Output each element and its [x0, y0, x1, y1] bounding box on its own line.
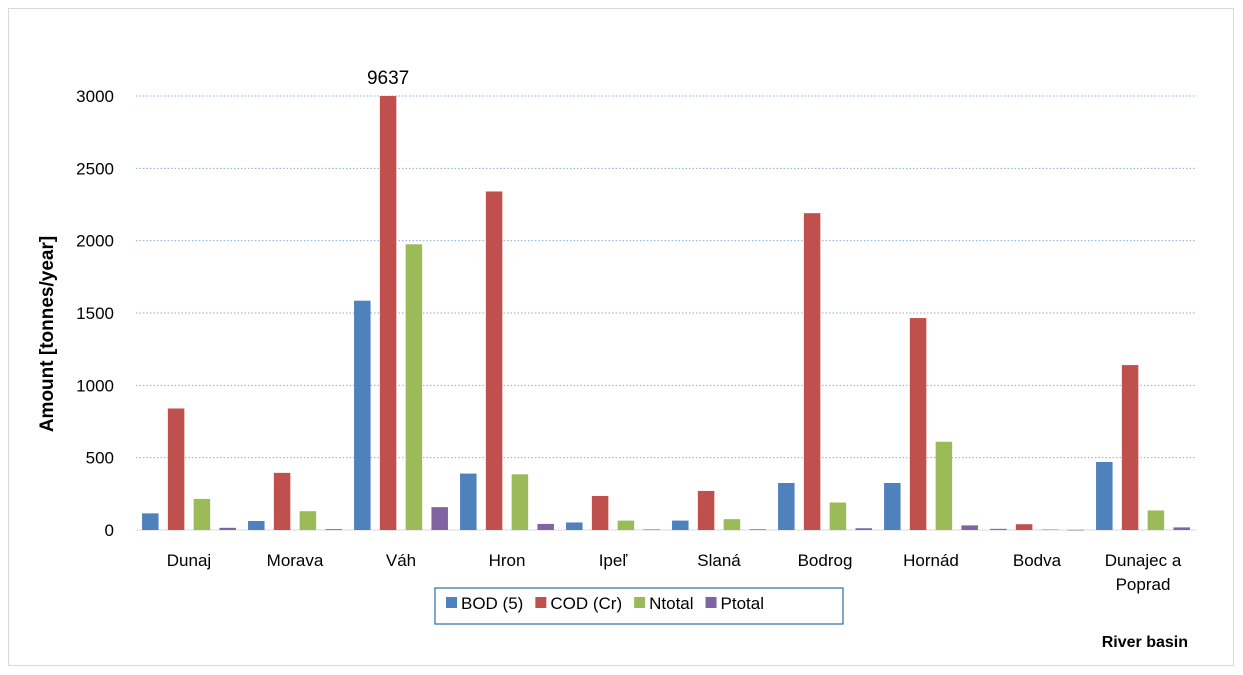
bar: [248, 521, 265, 530]
bar: [723, 519, 741, 530]
bar: [855, 528, 872, 530]
bar: [431, 507, 448, 530]
bar: [1096, 462, 1113, 530]
bar: [935, 441, 953, 530]
bar: [643, 529, 660, 531]
y-tick-label: 0: [105, 521, 114, 540]
y-tick-label: 3000: [76, 87, 114, 106]
bar: [909, 318, 927, 530]
x-tick-label: Váh: [386, 551, 416, 570]
bar: [884, 482, 901, 530]
bar: [460, 473, 477, 530]
y-tick-label: 2000: [76, 232, 114, 251]
legend: BOD (5) COD (Cr) Ntotal Ptotal: [434, 587, 844, 625]
bar: [961, 525, 978, 530]
legend-swatch: [634, 597, 646, 608]
x-tick-label: Bodrog: [798, 551, 853, 570]
bar: [591, 496, 609, 530]
bar: [1067, 529, 1084, 531]
bar: [299, 511, 317, 530]
data-label: 9637: [367, 68, 409, 89]
chart-frame: [8, 8, 1234, 666]
legend-label: Ntotal: [649, 594, 693, 613]
bar: [511, 474, 529, 530]
gridlines: [136, 95, 1196, 531]
bar: [778, 482, 795, 530]
bar: [167, 408, 185, 530]
bar: [1173, 527, 1190, 530]
x-tick-label: Dunaj: [167, 551, 211, 570]
x-tick-label: Morava: [267, 551, 324, 570]
bar: [1147, 510, 1165, 530]
legend-label: COD (Cr): [550, 594, 622, 613]
x-tick-label: Poprad: [1116, 575, 1171, 594]
bar: [142, 513, 159, 530]
bar: [1121, 365, 1139, 530]
y-axis-label: Amount [tonnes/year]: [37, 236, 58, 432]
x-axis-categories: Dunaj Morava Váh Hron Ipeľ Slaná Bodrog Hornád B…: [167, 551, 1182, 594]
bar: [485, 191, 503, 531]
bar: [1041, 529, 1059, 530]
bar: [990, 528, 1007, 530]
bar: [379, 96, 397, 530]
bar: [354, 300, 371, 530]
x-tick-label: Slaná: [697, 551, 741, 570]
y-axis-ticks: 0 500 1000 1500 2000 2500 3000: [76, 87, 114, 540]
bar: [697, 490, 715, 530]
y-tick-label: 1500: [76, 304, 114, 323]
bars: 9637: [142, 68, 1190, 531]
y-tick-label: 500: [86, 449, 114, 468]
bar: [537, 523, 554, 530]
bar: [617, 520, 635, 530]
x-tick-label: Ipeľ: [599, 551, 629, 570]
x-axis-label: River basin: [1102, 634, 1188, 651]
bar: [566, 522, 583, 530]
x-tick-label: Bodva: [1013, 551, 1062, 570]
bar: [749, 529, 766, 530]
bar: [829, 502, 847, 530]
bar: [672, 520, 689, 530]
x-tick-label: Hornád: [903, 551, 959, 570]
legend-swatch: [705, 597, 717, 608]
bar: [193, 498, 211, 530]
legend-label: Ptotal: [721, 594, 764, 613]
bar: [219, 527, 236, 530]
bar: [1015, 524, 1033, 530]
x-tick-label: Dunajec a: [1105, 551, 1182, 570]
legend-swatch: [535, 597, 547, 608]
bar: [803, 213, 821, 530]
bar: [405, 244, 423, 531]
legend-swatch: [446, 597, 457, 608]
legend-label: BOD (5): [461, 594, 523, 613]
x-tick-label: Hron: [489, 551, 526, 570]
bar: [273, 472, 291, 530]
bar: [325, 529, 342, 530]
y-tick-label: 2500: [76, 159, 114, 178]
y-tick-label: 1000: [76, 376, 114, 395]
